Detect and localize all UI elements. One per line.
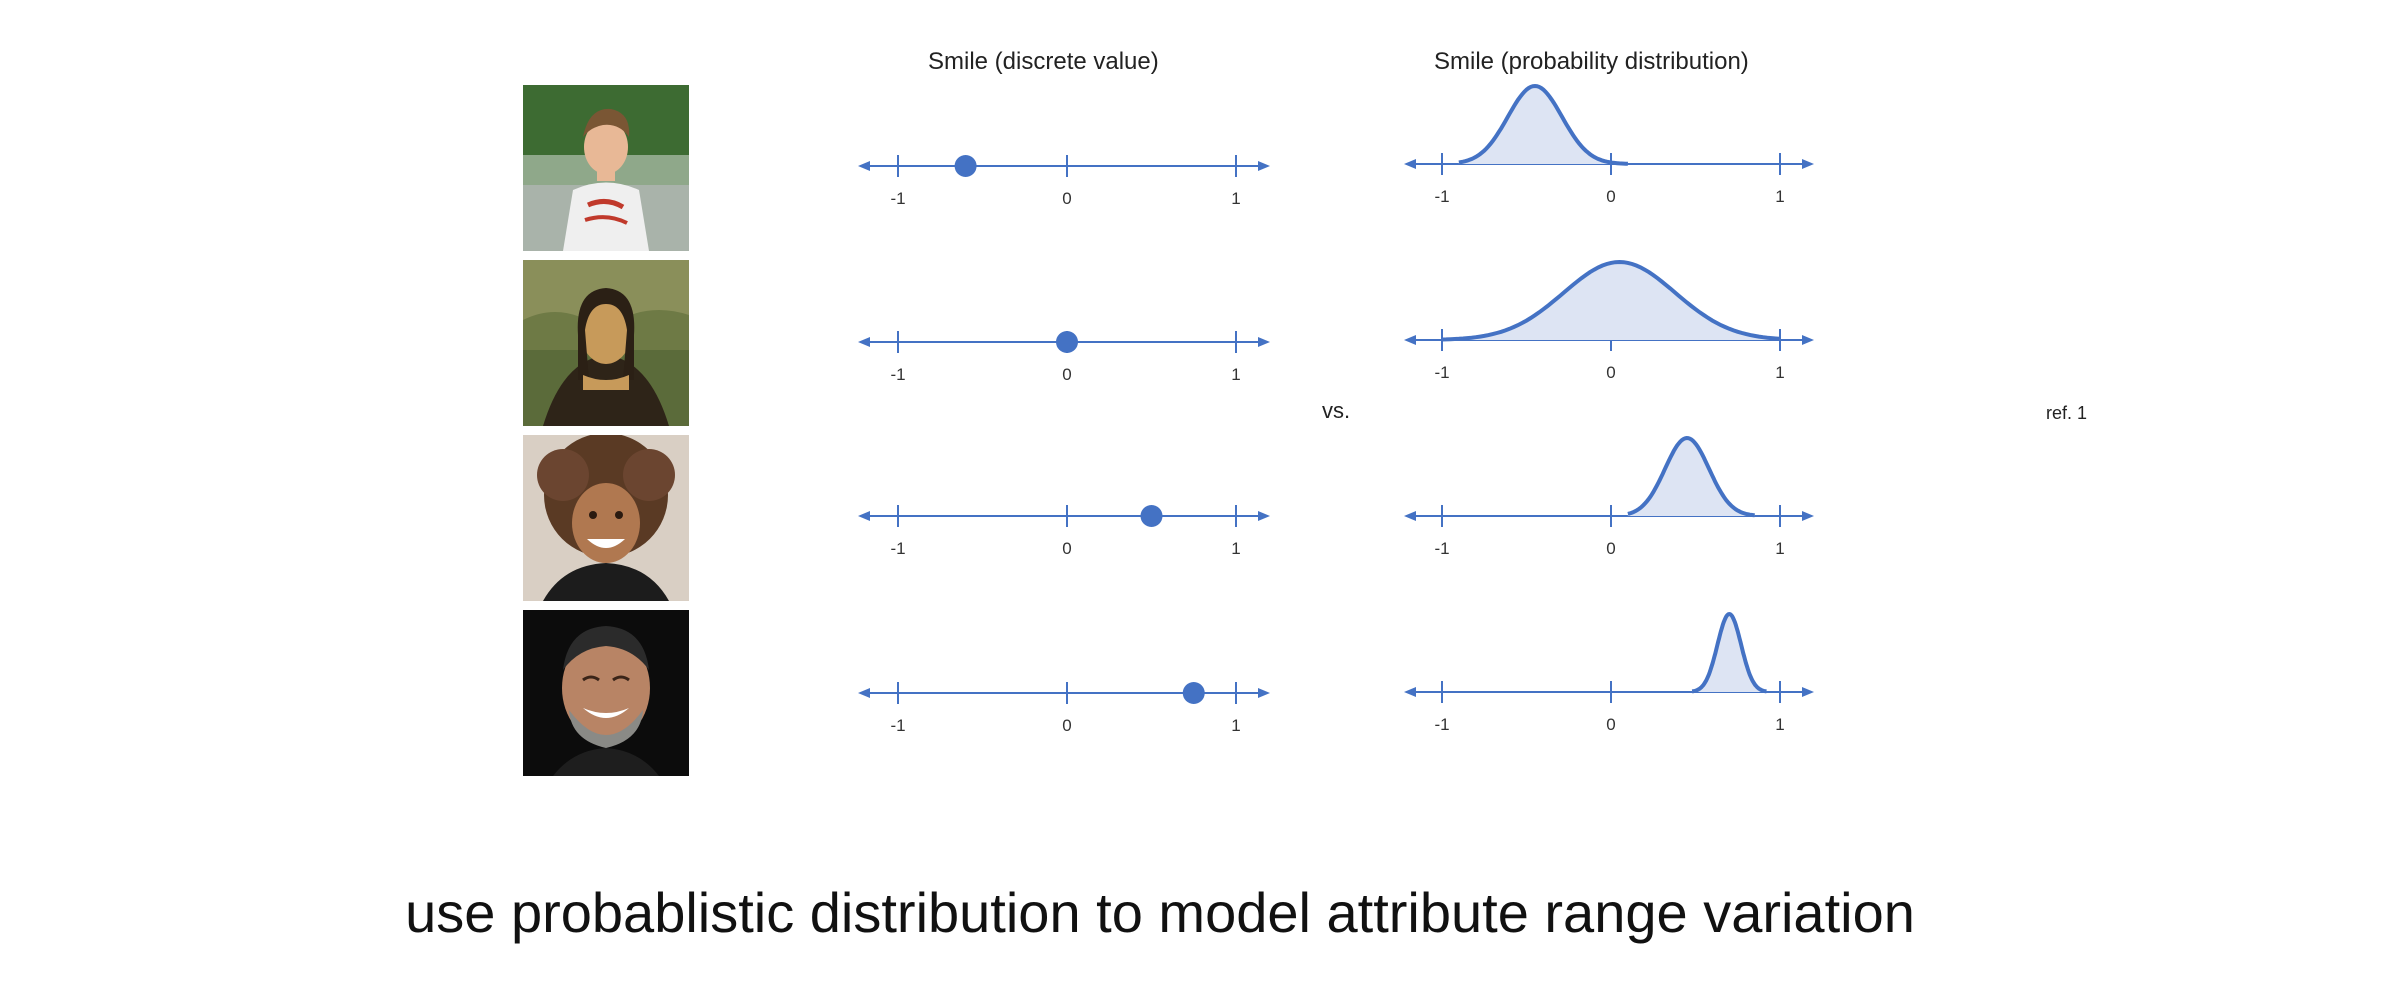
distribution-curve-2 xyxy=(1627,435,1755,518)
distribution-tick-label-1-2: 1 xyxy=(1775,363,1784,382)
discrete-tick-label-1-0: -1 xyxy=(890,365,905,384)
distribution-curve-1 xyxy=(1441,259,1781,342)
distribution-axis-arrow-right-0 xyxy=(1802,159,1814,169)
discrete-point-2 xyxy=(1140,505,1163,527)
distribution-axis-arrow-right-3 xyxy=(1802,687,1814,697)
distribution-tick-label-3-0: -1 xyxy=(1434,715,1449,734)
distribution-area-3 xyxy=(1692,614,1767,692)
discrete-axis-arrow-right-0 xyxy=(1258,161,1270,171)
distribution-axis-arrow-left-0 xyxy=(1404,159,1416,169)
distribution-tick-label-2-0: -1 xyxy=(1434,539,1449,558)
distribution-tick-label-1-0: -1 xyxy=(1434,363,1449,382)
discrete-tick-label-1-2: 1 xyxy=(1231,365,1240,384)
distribution-column-title: Smile (probability distribution) xyxy=(1434,48,1749,75)
discrete-axis-arrow-left-3 xyxy=(858,688,870,698)
discrete-axis-arrow-right-2 xyxy=(1258,511,1270,521)
distribution-curve-0 xyxy=(1458,83,1628,166)
distribution-axis-arrow-left-1 xyxy=(1404,335,1416,345)
photo-child-neutral xyxy=(523,85,689,251)
distribution-tick-label-3-1: 0 xyxy=(1606,715,1615,734)
discrete-tick-label-2-1: 0 xyxy=(1062,539,1071,558)
distribution-axis-arrow-left-2 xyxy=(1404,511,1416,521)
discrete-tick-label-2-0: -1 xyxy=(890,539,905,558)
vs-label: vs. xyxy=(1322,398,1351,423)
distribution-curve-3 xyxy=(1691,611,1767,694)
distribution-axis-arrow-right-2 xyxy=(1802,511,1814,521)
photo-man-laughing xyxy=(523,610,689,776)
discrete-tick-label-0-0: -1 xyxy=(890,189,905,208)
discrete-tick-label-1-1: 0 xyxy=(1062,365,1071,384)
distribution-tick-label-1-1: 0 xyxy=(1606,363,1615,382)
distribution-axis-arrow-left-3 xyxy=(1404,687,1416,697)
distribution-tick-label-3-2: 1 xyxy=(1775,715,1784,734)
distribution-tick-label-2-1: 0 xyxy=(1606,539,1615,558)
discrete-tick-label-0-2: 1 xyxy=(1231,189,1240,208)
discrete-column-title: Smile (discrete value) xyxy=(928,48,1159,75)
distribution-tick-label-0-2: 1 xyxy=(1775,187,1784,206)
photo-mona-lisa xyxy=(523,260,689,426)
discrete-axis-arrow-right-1 xyxy=(1258,337,1270,347)
discrete-point-1 xyxy=(1056,331,1078,353)
discrete-axis-arrow-left-1 xyxy=(858,337,870,347)
reference-label: ref. 1 xyxy=(2046,403,2088,423)
distribution-tick-label-0-1: 0 xyxy=(1606,187,1615,206)
photo-child-smiling xyxy=(523,435,689,601)
distribution-tick-label-0-0: -1 xyxy=(1434,187,1449,206)
discrete-tick-label-2-2: 1 xyxy=(1231,539,1240,558)
distribution-tick-label-2-2: 1 xyxy=(1775,539,1784,558)
discrete-point-3 xyxy=(1182,682,1205,704)
distribution-area-2 xyxy=(1627,438,1755,516)
distribution-area-0 xyxy=(1458,86,1628,164)
distribution-area-1 xyxy=(1442,262,1780,340)
discrete-tick-label-3-1: 0 xyxy=(1062,716,1071,735)
discrete-axis-arrow-left-2 xyxy=(858,511,870,521)
discrete-axis-arrow-right-3 xyxy=(1258,688,1270,698)
distribution-axis-arrow-right-1 xyxy=(1802,335,1814,345)
discrete-tick-label-3-2: 1 xyxy=(1231,716,1240,735)
discrete-axis-arrow-left-0 xyxy=(858,161,870,171)
slide-caption: use probablistic distribution to model a… xyxy=(405,881,1915,944)
discrete-point-0 xyxy=(954,155,977,177)
discrete-tick-label-0-1: 0 xyxy=(1062,189,1071,208)
discrete-tick-label-3-0: -1 xyxy=(890,716,905,735)
